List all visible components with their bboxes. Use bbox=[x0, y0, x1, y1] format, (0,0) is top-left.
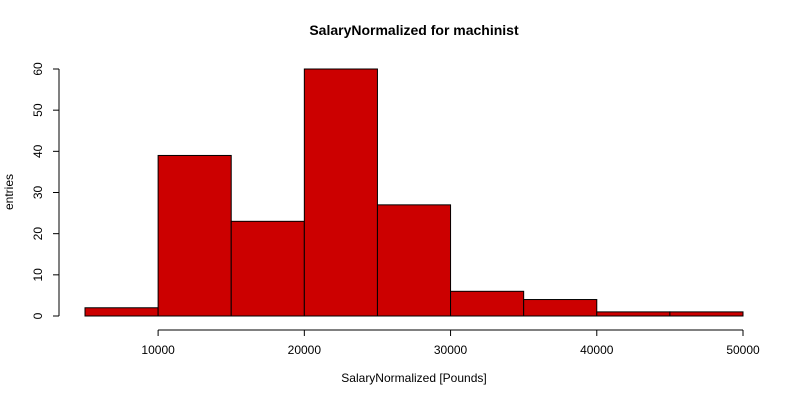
histogram-bar bbox=[157, 154, 232, 317]
histogram-bar bbox=[523, 299, 598, 317]
y-tick-label: 0 bbox=[31, 312, 45, 319]
histogram-bar bbox=[230, 220, 305, 317]
y-tick-label: 10 bbox=[31, 268, 45, 282]
histogram-bar bbox=[84, 307, 159, 317]
y-axis: 0 10 20 30 40 50 60 bbox=[31, 62, 60, 319]
x-axis: 10000 20000 30000 40000 50000 bbox=[141, 329, 760, 357]
x-tick-label: 40000 bbox=[580, 343, 614, 357]
y-tick-label: 50 bbox=[31, 103, 45, 117]
y-axis-label: entries bbox=[2, 174, 16, 210]
x-tick-label: 50000 bbox=[726, 343, 760, 357]
x-tick-label: 10000 bbox=[141, 343, 175, 357]
y-tick-label: 20 bbox=[31, 227, 45, 241]
histogram-bar bbox=[596, 311, 671, 317]
y-tick-label: 30 bbox=[31, 186, 45, 200]
y-tick-label: 60 bbox=[31, 62, 45, 76]
chart-title: SalaryNormalized for machinist bbox=[309, 22, 519, 38]
x-axis-label: SalaryNormalized [Pounds] bbox=[341, 371, 486, 385]
histogram-bar bbox=[450, 290, 525, 317]
bars-group bbox=[84, 68, 744, 317]
x-tick-label: 30000 bbox=[434, 343, 468, 357]
histogram-bar bbox=[376, 204, 452, 317]
histogram-bar bbox=[669, 311, 744, 317]
x-tick-label: 20000 bbox=[288, 343, 322, 357]
histogram-bar bbox=[303, 68, 378, 317]
y-tick-label: 40 bbox=[31, 144, 45, 158]
